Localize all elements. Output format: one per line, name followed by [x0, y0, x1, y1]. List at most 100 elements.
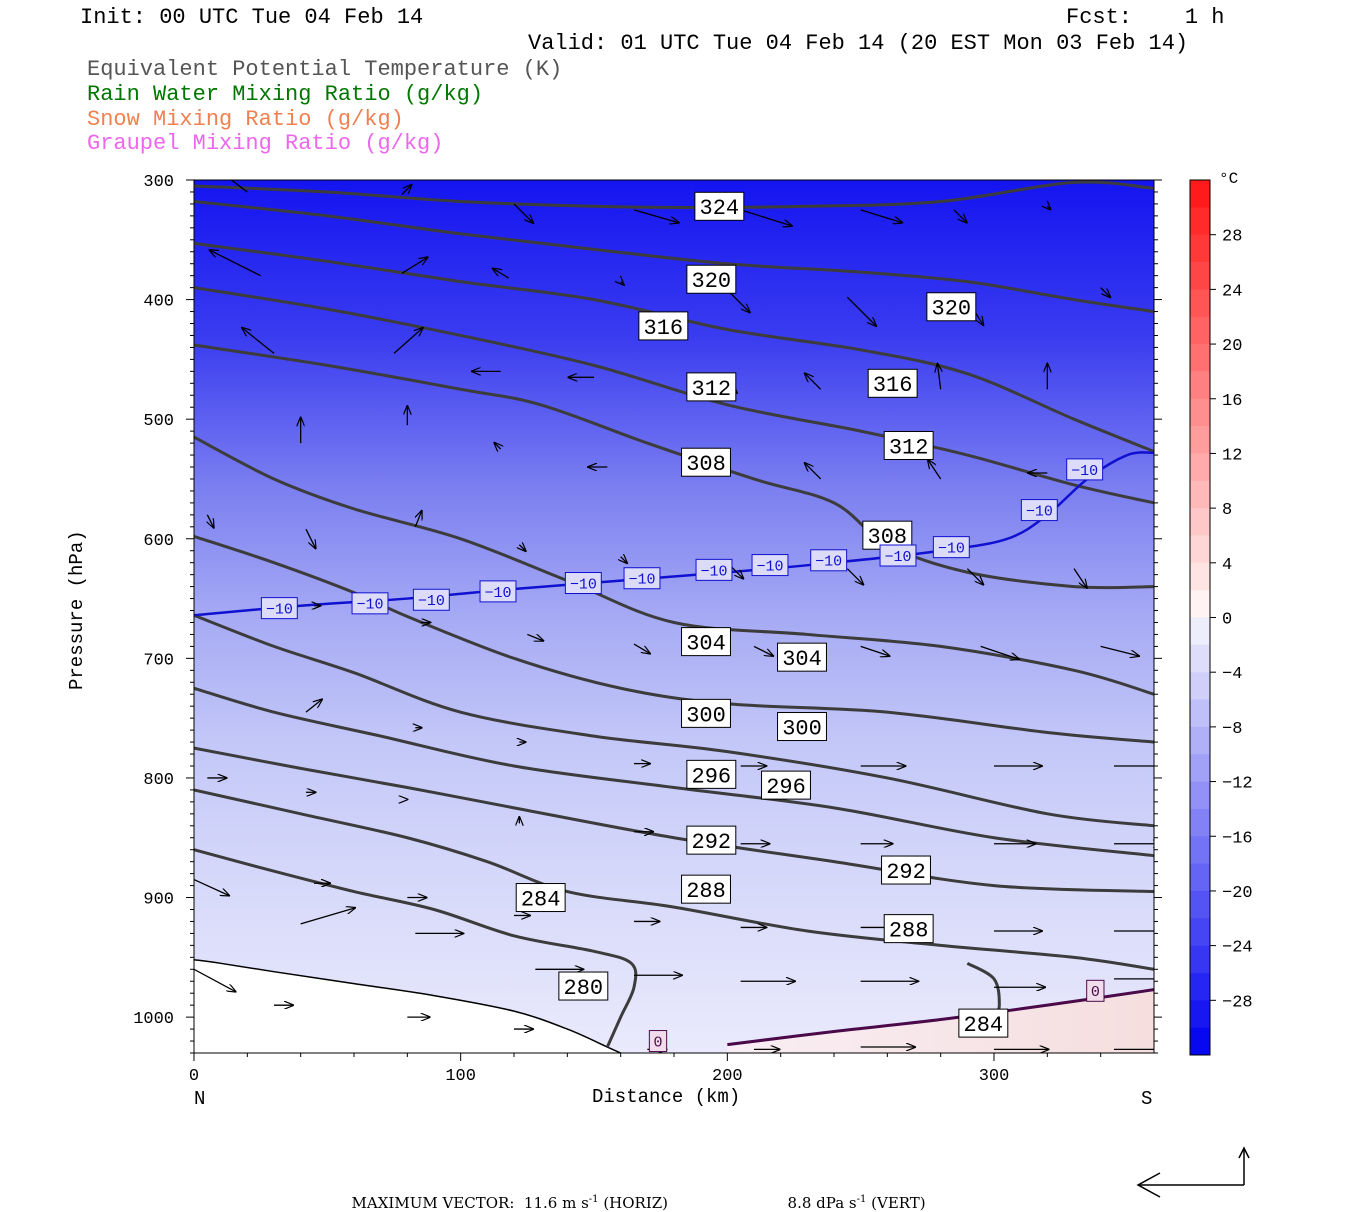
isotherm-label-box	[479, 580, 517, 603]
theta-e-label: 312	[686, 372, 737, 402]
theta-e-contour-316	[194, 241, 1154, 453]
theta-e-label-box	[867, 368, 918, 398]
init-time: Init: 00 UTC Tue 04 Feb 14	[80, 5, 424, 30]
colorbar-segment	[1190, 1027, 1210, 1056]
wind-vector	[494, 443, 500, 449]
isotherm-label: −10	[810, 549, 848, 572]
colorbar-segment	[1190, 480, 1210, 509]
theta-e-label-box	[686, 264, 737, 294]
x-tick-label: 300	[979, 1067, 1010, 1086]
valid-time: Valid: 01 UTC Tue 04 Feb 14 (20 EST Mon …	[528, 31, 1189, 56]
theta-e-label-box	[515, 883, 566, 913]
theta-e-contour-320	[194, 200, 1154, 314]
y-tick-label: 600	[143, 532, 174, 551]
theta-e-label: 292	[686, 825, 737, 855]
theta-e-label-box	[777, 642, 827, 672]
max-vector-vert: 8.8 dPa s-1 (VERT)	[787, 1194, 926, 1212]
theta-e-label: 316	[638, 311, 689, 341]
wind-vector	[740, 209, 792, 226]
wind-vector	[621, 282, 624, 285]
colorbar-segment	[1190, 426, 1210, 454]
theta-e-label-text: 304	[782, 647, 822, 672]
wind-vector	[633, 209, 679, 223]
theta-e-contour-324	[194, 180, 1154, 210]
theta-e-label-text: 300	[686, 703, 726, 728]
isotherm-label-box	[260, 597, 298, 620]
theta-e-contour-284	[194, 788, 1154, 971]
colorbar-unit: °C	[1219, 170, 1239, 188]
colorbar-tick-label: 0	[1222, 611, 1232, 630]
terrain-line	[194, 958, 621, 1053]
theta-e-label: 288	[883, 914, 934, 944]
theta-e-label: 300	[681, 698, 731, 728]
theta-e-label-box	[686, 372, 737, 402]
colorbar-segment	[1190, 617, 1210, 646]
wind-vector	[805, 463, 822, 480]
legend-snow: Snow Mixing Ratio (g/kg)	[87, 107, 404, 132]
theta-e-label: 304	[681, 627, 731, 657]
theta-e-label-box	[558, 971, 609, 1001]
theta-e-label-text: 280	[564, 976, 604, 1001]
theta-e-contour-308	[194, 343, 1154, 590]
y-axis-title: Pressure (hPa)	[66, 530, 88, 690]
wind-vector	[305, 699, 322, 713]
wind-vector	[415, 511, 421, 528]
wind-vector	[928, 460, 942, 480]
theta-e-label-box	[761, 770, 811, 800]
colorbar-segment	[1190, 262, 1210, 290]
theta-e-label-text: 320	[692, 269, 732, 294]
y-tick-label: 800	[143, 771, 174, 790]
colorbar-tick-label: −4	[1222, 665, 1242, 684]
wind-vector	[633, 643, 650, 654]
colorbar-tick-label: 4	[1222, 556, 1232, 575]
isotherm-label-box	[695, 558, 733, 581]
wind-vector	[305, 528, 316, 548]
theta-e-label-text: 320	[932, 297, 972, 322]
x-tick-label: 0	[189, 1067, 199, 1086]
theta-e-label-text: 284	[521, 887, 561, 912]
wind-vector	[207, 514, 213, 528]
wind-vector	[493, 268, 510, 279]
y-tick-label: 900	[143, 891, 174, 910]
isotherm-label-text: −10	[628, 572, 655, 589]
wind-vector	[194, 968, 236, 991]
wind-vector	[300, 908, 355, 925]
colorbar-segment	[1190, 562, 1210, 591]
colorbar-tick-label: −12	[1222, 775, 1253, 794]
wind-vector	[393, 328, 423, 354]
reference-vector	[1136, 1146, 1250, 1198]
theta-e-label-box	[686, 825, 737, 855]
colorbar-segment	[1190, 644, 1210, 673]
theta-e-label-box	[694, 191, 745, 221]
theta-e-label-text: 288	[889, 919, 929, 944]
theta-e-contour-292	[194, 686, 1154, 858]
y-tick-label: 300	[143, 173, 174, 192]
theta-e-label-box	[883, 430, 934, 460]
isotherm-label-box	[1066, 458, 1104, 481]
theta-e-label-box	[638, 311, 689, 341]
theta-e-label: 284	[515, 883, 566, 913]
isotherm-label: −10	[412, 588, 450, 611]
colorbar-tick-label: −24	[1222, 939, 1253, 958]
colorbar-segment	[1190, 945, 1210, 974]
legend-theta-e: Equivalent Potential Temperature (K)	[87, 57, 563, 82]
isotherm-label-text: −10	[756, 558, 783, 575]
colorbar-segment	[1190, 180, 1210, 208]
wind-vector	[513, 203, 533, 223]
colorbar-tick-label: 28	[1222, 228, 1242, 247]
isotherm-label-text: −10	[356, 597, 383, 614]
isotherm-label: −10	[751, 554, 789, 577]
theta-e-label-text: 300	[782, 716, 822, 741]
wind-vector	[527, 634, 543, 640]
wind-vector	[860, 645, 890, 656]
theta-e-label-box	[883, 914, 934, 944]
isotherm-zero	[727, 988, 1154, 1047]
y-tick-label: 1000	[133, 1010, 174, 1029]
theta-e-label-text: 292	[692, 830, 732, 855]
theta-e-label-text: 284	[964, 1013, 1004, 1038]
theta-e-label-box	[686, 759, 737, 789]
theta-e-label: 320	[926, 292, 977, 322]
isotherm-label-text: −10	[418, 593, 445, 610]
isotherm-label: −10	[1020, 499, 1058, 522]
